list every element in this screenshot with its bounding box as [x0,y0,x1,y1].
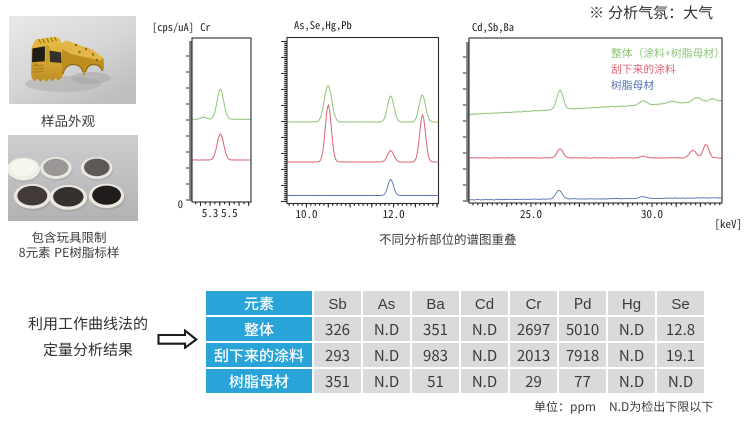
svg-text:0: 0 [178,197,183,212]
svg-text:5.5: 5.5 [221,205,238,221]
svg-text:25.0: 25.0 [520,206,542,222]
svg-text:10.0: 10.0 [296,206,318,222]
svg-text:12.0: 12.0 [383,206,405,222]
svg-text:As,Se,Hg,Pb: As,Se,Hg,Pb [294,18,352,33]
svg-text:30.0: 30.0 [641,206,663,222]
svg-text:Cd,Sb,Ba: Cd,Sb,Ba [472,20,514,35]
svg-text:5.3: 5.3 [202,205,219,221]
svg-text:[cps/uA] Cr: [cps/uA] Cr [152,20,211,35]
svg-text:[keV]: [keV] [715,216,743,232]
